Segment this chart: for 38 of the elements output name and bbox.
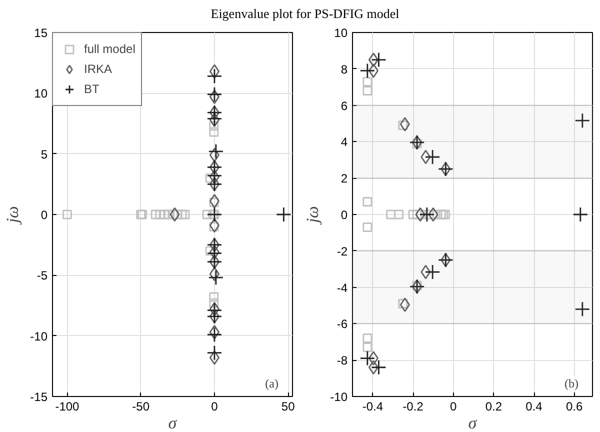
x-tick-label: -0.4 <box>362 400 384 414</box>
y-tick-label: -6 <box>336 317 348 332</box>
y-tick-label: 8 <box>340 62 348 76</box>
x-tick-label: 0.6 <box>566 400 584 414</box>
y-tick-label: 5 <box>40 147 48 162</box>
x-tick-label: 0.4 <box>526 400 543 414</box>
y-tick-label: 4 <box>340 135 348 150</box>
x-tick-label: -100 <box>55 400 80 414</box>
y-axis-title: jω <box>303 206 322 225</box>
y-tick-label: 0 <box>40 208 48 222</box>
x-tick-label: -0.2 <box>402 400 424 414</box>
x-tick-label: 50 <box>281 400 296 414</box>
annotation: (b) <box>564 376 579 390</box>
y-axis-title: jω <box>3 206 22 225</box>
y-tick-label: -10 <box>30 329 48 344</box>
chart-title: Eigenvalue plot for PS-DFIG model <box>210 5 400 23</box>
y-tick-label: -4 <box>336 280 348 295</box>
y-tick-label: -2 <box>336 244 348 258</box>
x-tick-label: 0 <box>450 400 458 414</box>
y-tick-label: 6 <box>340 98 348 113</box>
y-tick-label: -10 <box>330 390 348 404</box>
y-tick-label: 15 <box>34 26 48 40</box>
y-tick-label: -5 <box>36 268 48 283</box>
x-tick-label: -50 <box>132 400 150 414</box>
annotation: (a) <box>265 376 279 390</box>
y-tick-label: -8 <box>336 354 348 368</box>
x-tick-label: 0.2 <box>485 400 502 414</box>
legend-label: BT <box>84 82 100 96</box>
x-axis-title: σ <box>168 414 178 432</box>
x-axis-title: σ <box>468 414 478 432</box>
y-tick-label: 10 <box>34 86 48 101</box>
legend-label: full model <box>84 42 136 56</box>
y-tick-label: 0 <box>340 208 348 222</box>
y-tick-label: 10 <box>334 26 348 40</box>
x-tick-label: 0 <box>211 400 218 414</box>
legend-label: IRKA <box>84 62 112 76</box>
y-tick-label: 2 <box>340 172 348 186</box>
y-tick-label: -15 <box>30 390 48 404</box>
